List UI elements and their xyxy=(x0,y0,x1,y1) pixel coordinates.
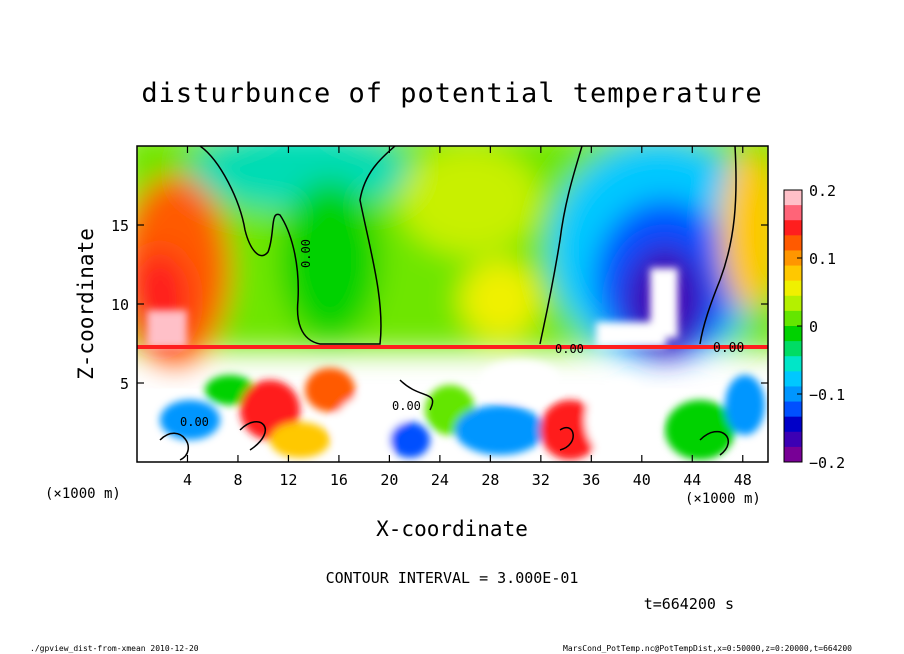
colorbar-swatch xyxy=(784,265,802,282)
colorbar-swatch xyxy=(784,280,802,297)
y-tick-label: 15 xyxy=(111,217,129,235)
y-axis-label: Z-coordinate xyxy=(74,228,98,380)
x-tick-label: 40 xyxy=(633,471,651,489)
colorbar-swatch xyxy=(784,416,802,433)
heatmap-field xyxy=(137,146,768,462)
y-axis-ticks: 5 10 15 xyxy=(111,217,768,393)
colorbar-swatch xyxy=(784,356,802,372)
colorbar-swatch xyxy=(784,235,802,251)
colorbar-tick-label: 0.1 xyxy=(809,250,836,268)
contour-interval-note: CONTOUR INTERVAL = 3.000E-01 xyxy=(326,569,579,587)
colorbar-swatch xyxy=(784,431,802,448)
y-tick-label: 10 xyxy=(111,296,129,314)
x-tick-label: 28 xyxy=(481,471,499,489)
colorbar-tick-label: 0 xyxy=(809,318,818,336)
x-axis-ticks: 4 8 12 16 20 24 28 32 36 40 44 48 xyxy=(183,146,752,489)
x-axis-label: X-coordinate xyxy=(376,517,528,541)
contour-label: 0.00 xyxy=(555,342,584,356)
colorbar-swatch xyxy=(784,401,802,418)
x-tick-label: 8 xyxy=(233,471,242,489)
x-tick-label: 36 xyxy=(582,471,600,489)
x-tick-label: 16 xyxy=(330,471,348,489)
y-tick-label: 5 xyxy=(120,375,129,393)
colorbar-ticks: 0.2 0.1 0 −0.1 −0.2 xyxy=(797,182,845,472)
x-axis-unit-left: (×1000 m) xyxy=(45,486,121,502)
colorbar-swatch xyxy=(784,205,802,221)
contour-label: 0.00 xyxy=(299,239,313,268)
x-axis-unit-right: (×1000 m) xyxy=(685,491,761,507)
time-label: t=664200 s xyxy=(644,595,734,613)
colorbar-swatch xyxy=(784,446,802,463)
contour-label: 0.00 xyxy=(392,399,421,413)
x-tick-label: 32 xyxy=(532,471,550,489)
colorbar-swatch xyxy=(784,295,802,312)
colorbar-swatch xyxy=(784,250,802,267)
colorbar-swatch xyxy=(784,341,802,357)
colorbar-swatch xyxy=(784,371,802,387)
colorbar-tick-label: 0.2 xyxy=(809,182,836,200)
x-tick-label: 24 xyxy=(431,471,449,489)
colorbar-swatch xyxy=(784,220,802,236)
colorbar-tick-label: −0.1 xyxy=(809,386,845,404)
contour-label: 0.00 xyxy=(713,341,744,356)
footer-right: MarsCond_PotTemp.nc@PotTempDist,x=0:5000… xyxy=(563,644,852,653)
x-tick-label: 48 xyxy=(734,471,752,489)
colorbar-swatch xyxy=(784,310,802,327)
x-tick-label: 44 xyxy=(683,471,701,489)
colorbar-swatch xyxy=(784,386,802,403)
colorbar xyxy=(784,190,802,463)
footer-left: ./gpview_dist-from-xmean 2010-12-20 xyxy=(30,644,199,653)
colorbar-swatch xyxy=(784,190,802,206)
colorbar-swatch xyxy=(784,326,802,342)
x-tick-label: 4 xyxy=(183,471,192,489)
colorbar-tick-label: −0.2 xyxy=(809,454,845,472)
chart-title: disturbunce of potential temperature xyxy=(141,78,762,109)
x-tick-label: 12 xyxy=(279,471,297,489)
x-tick-label: 20 xyxy=(380,471,398,489)
contour-label: 0.00 xyxy=(180,415,209,429)
